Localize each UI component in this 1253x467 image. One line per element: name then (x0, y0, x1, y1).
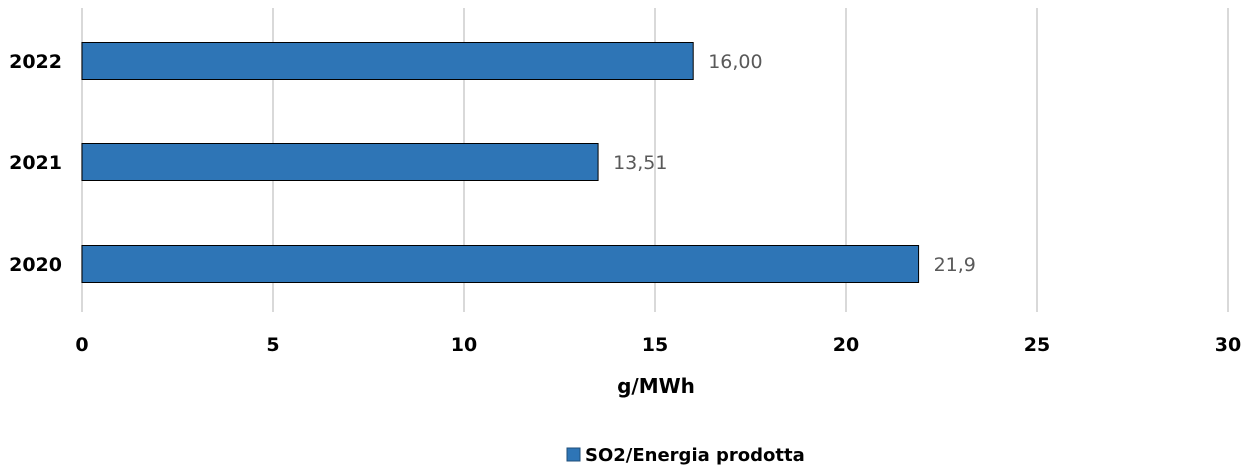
x-tick-label-5: 5 (266, 334, 279, 356)
bar-2022[interactable] (81, 42, 694, 80)
y-tick-label-2022: 2022 (9, 51, 62, 73)
data-label-2020: 21,9 (934, 254, 976, 276)
y-tick-label-2020: 2020 (9, 254, 62, 276)
bars (81, 42, 920, 283)
x-tick-label-10: 10 (451, 334, 477, 356)
data-labels: 16,00 13,51 21,9 (613, 51, 976, 276)
x-axis-title: g/MWh (617, 374, 695, 398)
category-labels: 2022 2021 2020 (9, 51, 62, 276)
y-tick-label-2021: 2021 (9, 152, 62, 174)
bar-2020[interactable] (81, 245, 920, 283)
legend[interactable]: SO2/Energia prodotta (566, 445, 805, 466)
x-tick-label-0: 0 (75, 334, 88, 356)
x-tick-label-20: 20 (833, 334, 859, 356)
x-tick-label-30: 30 (1215, 334, 1241, 356)
bar-2021[interactable] (81, 143, 599, 181)
data-label-2022: 16,00 (708, 51, 762, 73)
legend-swatch (566, 447, 581, 462)
x-tick-label-25: 25 (1024, 334, 1050, 356)
legend-label: SO2/Energia prodotta (585, 445, 805, 466)
x-tick-label-15: 15 (642, 334, 668, 356)
x-axis-tick-labels: 0 5 10 15 20 25 30 (75, 334, 1241, 356)
data-label-2021: 13,51 (613, 152, 667, 174)
